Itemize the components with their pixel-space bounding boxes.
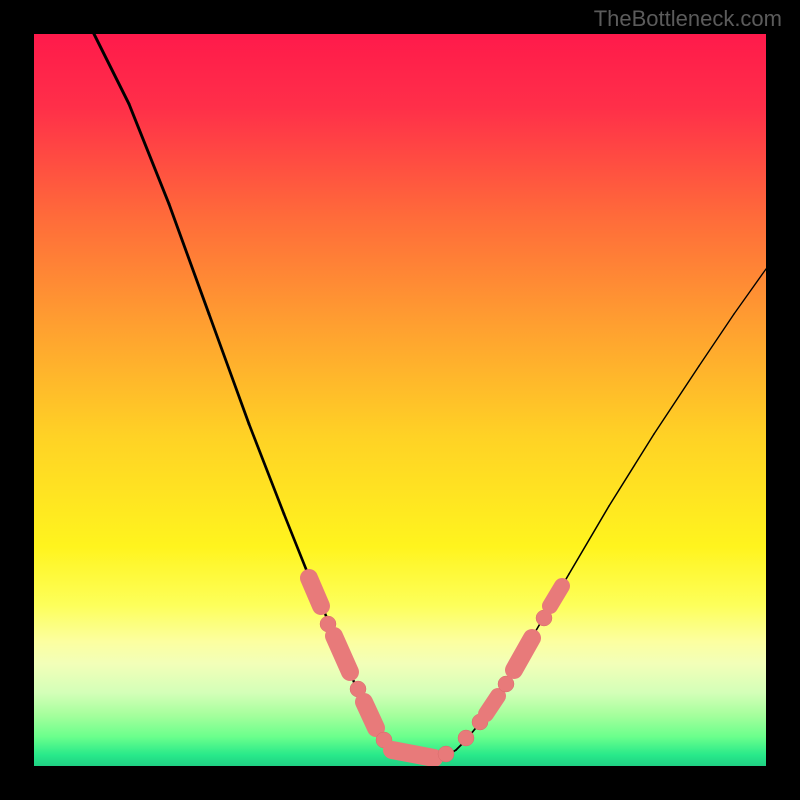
watermark-text: TheBottleneck.com — [594, 6, 782, 32]
bead-marker — [364, 702, 376, 728]
bead-marker — [438, 746, 454, 762]
plot-svg — [34, 34, 766, 766]
bead-marker — [486, 696, 498, 714]
bead-marker — [458, 730, 474, 746]
outer-frame: TheBottleneck.com — [0, 0, 800, 800]
bead-marker — [550, 586, 562, 606]
bead-marker — [392, 750, 434, 758]
bead-marker — [309, 578, 321, 606]
plot-area — [34, 34, 766, 766]
